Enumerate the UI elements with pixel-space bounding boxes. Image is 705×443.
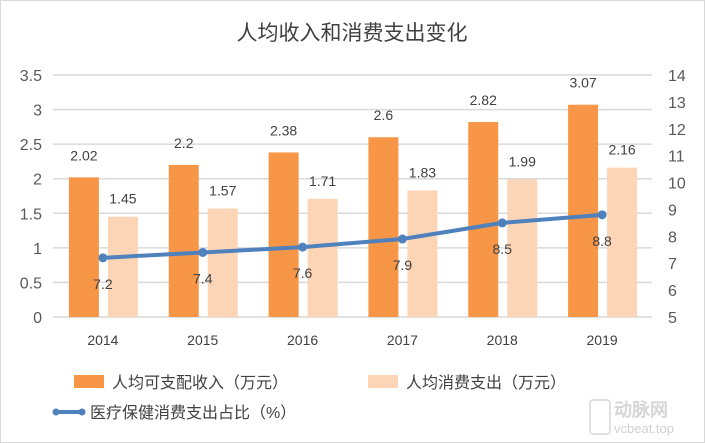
line-data-label: 7.2	[93, 276, 113, 292]
watermark: 动脉网 vcbeat.top	[589, 399, 674, 436]
legend-marker	[52, 408, 60, 416]
bar-data-label: 2.2	[174, 135, 194, 151]
consumption-bar	[607, 167, 638, 317]
legend-swatch-consumption	[368, 375, 398, 388]
right-tick-label: 10	[668, 176, 686, 193]
income-bar	[168, 164, 199, 317]
right-tick-label: 6	[668, 283, 677, 300]
left-tick-label: 0.5	[20, 275, 42, 292]
line-data-label: 7.4	[193, 270, 213, 286]
health-share-line	[102, 212, 603, 260]
income-bar	[368, 137, 399, 317]
legend-label-health-share: 医疗保健消费支出占比（%）	[90, 404, 296, 422]
right-tick-label: 13	[668, 95, 686, 112]
consumption-bar	[407, 190, 438, 317]
right-tick-label: 11	[668, 149, 685, 166]
legend-swatch-income	[74, 375, 104, 388]
right-tick-label: 5	[668, 310, 677, 327]
line-point	[397, 234, 407, 244]
bar-data-label: 1.71	[309, 173, 336, 189]
bar-data-label: 2.16	[608, 142, 635, 158]
line-data-label: 8.8	[592, 233, 612, 249]
line-point	[497, 218, 507, 228]
line-data-label: 7.6	[293, 265, 313, 281]
right-tick-label: 12	[668, 122, 686, 139]
left-tick-label: 3	[33, 103, 42, 120]
legend-marker	[78, 408, 86, 416]
consumption-bar	[107, 216, 138, 317]
income-bar	[268, 152, 299, 317]
line-point	[198, 247, 208, 257]
bar-data-label: 1.57	[209, 182, 236, 198]
consumption-bar	[207, 208, 238, 317]
legend-label-income: 人均可支配收入（万元）	[112, 374, 288, 392]
bar-data-label: 1.45	[109, 191, 136, 207]
line-point	[98, 253, 108, 263]
line-point	[298, 242, 308, 252]
right-tick-label: 9	[668, 202, 677, 219]
income-bar	[68, 177, 99, 317]
income-bar	[568, 104, 599, 317]
x-tick-label: 2018	[487, 332, 518, 348]
legend-label-consumption: 人均消费支出（万元）	[406, 374, 566, 392]
bar-data-label: 3.07	[569, 75, 596, 91]
x-tick-label: 2015	[187, 332, 218, 348]
bar-data-label: 1.83	[409, 164, 436, 180]
right-tick-label: 14	[668, 68, 686, 85]
x-tick-label: 2016	[287, 332, 318, 348]
left-tick-label: 1.5	[20, 206, 42, 223]
watermark-logo-text: 动脉网	[614, 399, 668, 420]
bar-data-label: 1.99	[509, 153, 536, 169]
line-data-label: 7.9	[393, 257, 413, 273]
consumption-bar	[507, 179, 538, 317]
left-tick-label: 2.5	[20, 137, 42, 154]
x-tick-label: 2019	[587, 332, 618, 348]
x-tick-label: 2014	[87, 332, 118, 348]
line-data-label: 8.5	[493, 241, 513, 257]
consumption-bar	[307, 198, 338, 317]
right-tick-label: 7	[668, 256, 677, 273]
bar-data-label: 2.38	[270, 122, 297, 138]
left-tick-label: 2	[33, 172, 42, 189]
bar-data-label: 2.02	[70, 147, 97, 163]
watermark-logo-icon	[589, 399, 611, 435]
left-tick-label: 1	[33, 241, 42, 258]
right-tick-label: 8	[668, 229, 677, 246]
x-tick-label: 2017	[387, 332, 418, 348]
left-tick-label: 3.5	[20, 68, 42, 85]
income-bar	[468, 122, 499, 317]
watermark-url: vcbeat.top	[614, 421, 674, 436]
line-point	[597, 210, 607, 220]
left-tick-label: 0	[33, 310, 42, 327]
chart-title: 人均收入和消费支出变化	[237, 22, 468, 45]
bar-data-label: 2.82	[470, 92, 497, 108]
bar-data-label: 2.6	[374, 107, 394, 123]
